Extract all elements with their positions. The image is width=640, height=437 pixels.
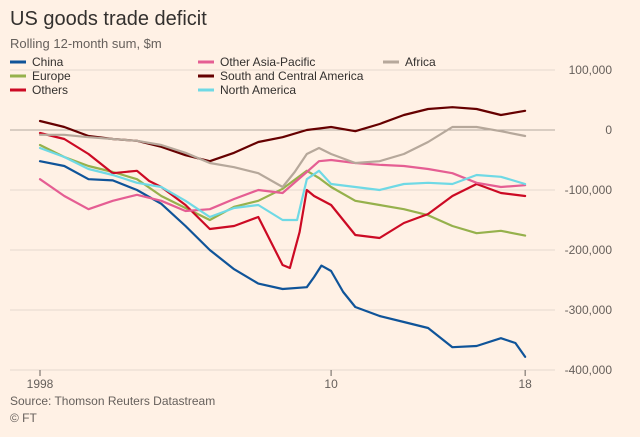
legend-label: North America bbox=[220, 83, 296, 97]
ft-credit: © FT bbox=[10, 411, 37, 425]
series-layer bbox=[38, 106, 527, 358]
legend-label: Other Asia-Pacific bbox=[220, 55, 315, 69]
series-line-3 bbox=[38, 158, 527, 213]
x-tick-label: 10 bbox=[324, 377, 338, 391]
y-tick-label: -200,000 bbox=[565, 243, 613, 257]
source-note: Source: Thomson Reuters Datastream bbox=[10, 394, 216, 408]
axis-layer: 100,000 0 -100,000 -200,000 -300,000 -400,000… bbox=[27, 63, 613, 391]
x-tick-label: 18 bbox=[518, 377, 532, 391]
y-tick-label: -300,000 bbox=[565, 303, 613, 317]
chart-subtitle: Rolling 12-month sum, $m bbox=[10, 36, 162, 51]
y-tick-label: 100,000 bbox=[569, 63, 613, 77]
legend-label: Others bbox=[32, 83, 68, 97]
legend-label: Europe bbox=[32, 69, 71, 83]
series-line-4 bbox=[38, 106, 527, 163]
legend-label: Africa bbox=[405, 55, 436, 69]
series-line-1 bbox=[38, 143, 527, 237]
chart-title: US goods trade deficit bbox=[10, 8, 207, 30]
y-tick-label: -400,000 bbox=[565, 363, 613, 377]
series-line-5 bbox=[38, 146, 527, 222]
legend-label: South and Central America bbox=[220, 69, 364, 83]
y-tick-label: -100,000 bbox=[565, 183, 613, 197]
series-line-6 bbox=[38, 125, 527, 189]
x-tick-label: 1998 bbox=[27, 377, 54, 391]
series-line-2 bbox=[38, 131, 527, 270]
legend-label: China bbox=[32, 55, 64, 69]
series-line-0 bbox=[38, 160, 527, 358]
y-tick-label: 0 bbox=[605, 123, 612, 137]
